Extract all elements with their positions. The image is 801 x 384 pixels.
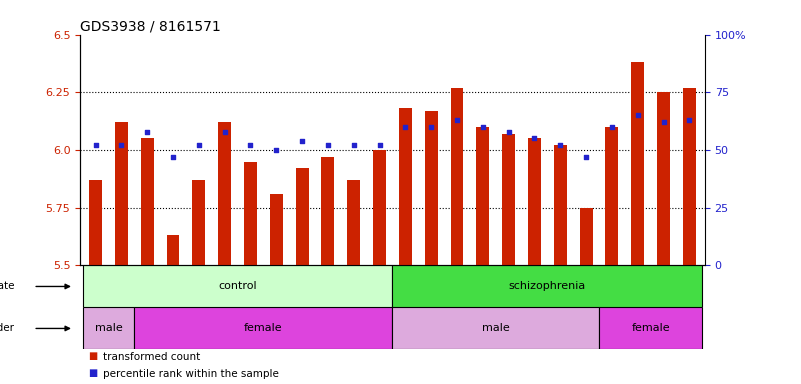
Bar (296, 169, 308, 265)
Point (631, 112, 644, 118)
Bar (167, 235, 179, 265)
Point (218, 129, 231, 135)
Point (502, 129, 515, 135)
Point (606, 124, 618, 130)
Bar (553, 146, 567, 265)
Bar (683, 88, 696, 265)
Text: ■: ■ (88, 351, 98, 361)
Point (270, 147, 283, 153)
Bar (657, 92, 670, 265)
Text: disease state: disease state (0, 281, 14, 291)
Point (451, 117, 464, 123)
Point (167, 154, 179, 160)
Bar (115, 122, 128, 265)
Point (477, 124, 489, 130)
Point (115, 142, 128, 149)
Text: gender: gender (0, 323, 14, 333)
Point (348, 142, 360, 149)
Bar (580, 208, 593, 265)
Point (89, 142, 102, 149)
Bar (502, 134, 515, 265)
Bar (451, 88, 464, 265)
Point (373, 142, 386, 149)
Text: female: female (631, 323, 670, 333)
Point (141, 129, 154, 135)
Bar (392, 265, 702, 308)
Text: schizophrenia: schizophrenia (509, 281, 586, 291)
Text: male: male (95, 323, 123, 333)
Point (657, 119, 670, 126)
Bar (270, 194, 283, 265)
Point (244, 142, 257, 149)
Bar (606, 127, 618, 265)
Point (580, 154, 593, 160)
Bar (89, 180, 102, 265)
Point (425, 124, 437, 130)
Bar (135, 308, 392, 349)
Point (528, 136, 541, 142)
Bar (321, 157, 334, 265)
Bar (392, 308, 599, 349)
Text: GDS3938 / 8161571: GDS3938 / 8161571 (80, 20, 221, 33)
Text: male: male (482, 323, 509, 333)
Text: percentile rank within the sample: percentile rank within the sample (103, 369, 279, 379)
Point (296, 138, 308, 144)
Text: transformed count: transformed count (103, 352, 199, 362)
Bar (373, 150, 386, 265)
Text: ■: ■ (88, 368, 98, 378)
Point (554, 142, 567, 149)
Bar (83, 308, 135, 349)
Bar (399, 108, 412, 265)
Bar (192, 180, 205, 265)
Bar (244, 162, 257, 265)
Bar (477, 127, 489, 265)
Bar (425, 111, 437, 265)
Point (321, 142, 334, 149)
Bar (599, 308, 702, 349)
Bar (141, 139, 154, 265)
Bar (631, 62, 644, 265)
Bar (528, 139, 541, 265)
Point (192, 142, 205, 149)
Text: control: control (219, 281, 257, 291)
Bar (218, 122, 231, 265)
Text: female: female (244, 323, 283, 333)
Bar (348, 180, 360, 265)
Point (683, 117, 696, 123)
Bar (83, 265, 392, 308)
Point (399, 124, 412, 130)
